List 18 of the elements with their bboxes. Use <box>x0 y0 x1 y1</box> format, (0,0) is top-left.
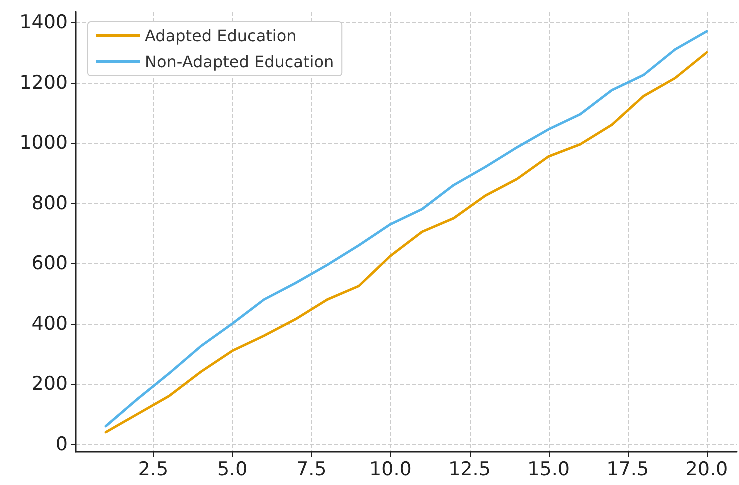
y-tick-label: 1000 <box>20 132 68 154</box>
legend-label: Non-Adapted Education <box>145 52 334 72</box>
x-tick-label: 17.5 <box>606 458 650 480</box>
x-tick-label: 20.0 <box>686 458 728 480</box>
y-tick-label: 200 <box>32 373 68 396</box>
x-tick-label: 7.5 <box>296 458 327 480</box>
x-tick-label: 2.5 <box>138 458 169 480</box>
x-tick-label: 5.0 <box>217 458 248 480</box>
x-tick-label: 10.0 <box>370 458 412 480</box>
y-tick-label: 1400 <box>20 12 68 34</box>
y-tick-label: 800 <box>32 192 68 214</box>
y-tick-label: 1200 <box>20 72 68 94</box>
x-tick-label: 12.5 <box>448 458 491 480</box>
y-tick-label: 600 <box>32 252 68 275</box>
legend-label: Adapted Education <box>145 26 297 46</box>
y-tick-label: 0 <box>56 433 68 456</box>
x-tick-label: 15.0 <box>528 458 570 480</box>
y-tick-label: 400 <box>32 312 68 335</box>
